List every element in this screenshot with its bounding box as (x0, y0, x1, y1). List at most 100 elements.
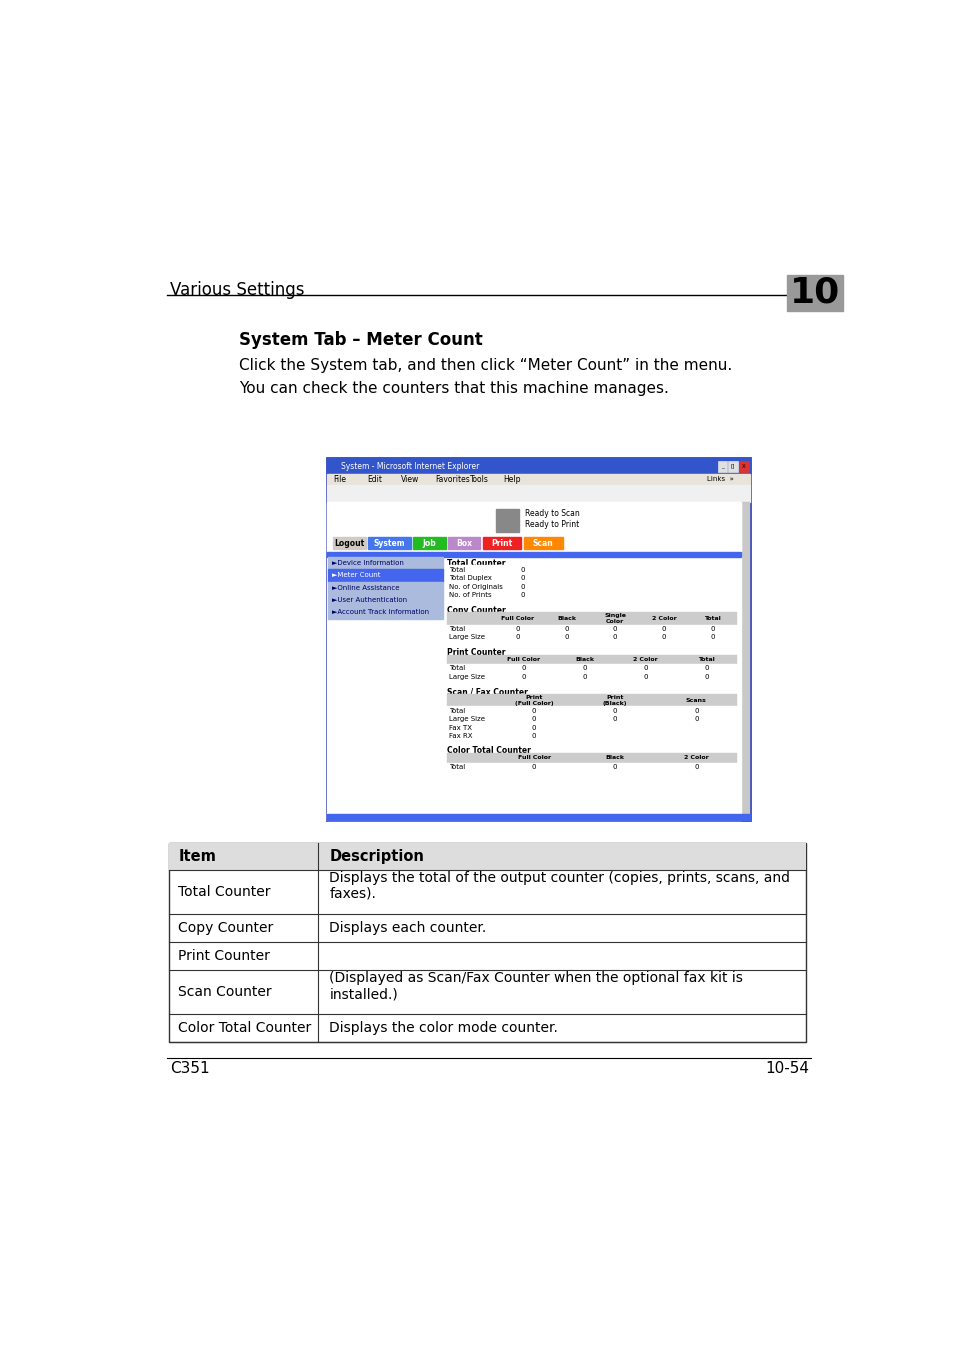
Text: Color Total Counter: Color Total Counter (178, 1021, 311, 1035)
Text: 0: 0 (710, 634, 714, 640)
Text: 0: 0 (519, 567, 524, 572)
Text: Large Size: Large Size (449, 674, 485, 680)
Bar (413, 537, 445, 549)
Text: 2 Color: 2 Color (683, 756, 708, 760)
Text: Scan: Scan (532, 539, 553, 548)
Bar (447, 591, 736, 599)
Text: Edit: Edit (367, 475, 382, 483)
Text: Job: Job (422, 539, 436, 548)
Text: ►Account Track Information: ►Account Track Information (332, 609, 428, 616)
Text: 2 Color: 2 Color (651, 616, 676, 621)
Text: Total: Total (449, 666, 465, 671)
Text: ►User Authentication: ►User Authentication (332, 597, 406, 603)
Bar (327, 536, 740, 551)
Text: Total: Total (449, 567, 465, 572)
Bar (327, 459, 749, 474)
Text: ►Meter Count: ►Meter Count (332, 572, 379, 579)
Bar (327, 474, 749, 485)
Text: 0: 0 (661, 634, 665, 640)
Bar (328, 558, 443, 570)
Text: Black: Black (557, 616, 576, 621)
Bar (447, 655, 736, 664)
Text: 0: 0 (532, 764, 536, 769)
Text: Black: Black (575, 657, 594, 661)
Text: 0: 0 (521, 666, 526, 671)
Text: File: File (333, 475, 346, 483)
Bar (333, 537, 365, 549)
Text: ►Device Information: ►Device Information (332, 560, 403, 566)
Text: System - Microsoft Internet Explorer: System - Microsoft Internet Explorer (340, 462, 478, 471)
Text: X: X (741, 463, 745, 468)
Text: 10: 10 (789, 275, 840, 310)
Bar (447, 724, 574, 732)
Text: 10-54: 10-54 (764, 1061, 808, 1076)
Text: Print: Print (491, 539, 512, 548)
Text: View: View (401, 475, 419, 483)
Text: Logout: Logout (334, 539, 364, 548)
Bar (327, 459, 749, 821)
Text: Fax TX: Fax TX (449, 725, 472, 730)
Text: 0: 0 (532, 733, 536, 738)
Bar (327, 552, 740, 558)
Text: Description: Description (329, 849, 424, 864)
Bar (328, 606, 443, 618)
Bar (728, 460, 737, 471)
Text: 0: 0 (516, 626, 519, 632)
Text: Full Color: Full Color (501, 616, 534, 621)
Bar (447, 537, 480, 549)
Text: Large Size: Large Size (449, 634, 485, 640)
Text: 0: 0 (613, 764, 617, 769)
Text: 0: 0 (703, 674, 708, 680)
Text: 0: 0 (519, 593, 524, 598)
Text: _: _ (720, 463, 722, 468)
Text: (Displayed as Scan/Fax Counter when the optional fax kit is
installed.): (Displayed as Scan/Fax Counter when the … (329, 971, 742, 1000)
Text: 0: 0 (532, 716, 536, 722)
Bar (328, 582, 443, 594)
Text: Scan Counter: Scan Counter (178, 986, 272, 999)
Bar (739, 460, 748, 471)
Bar (447, 574, 736, 582)
Text: Ready to Print: Ready to Print (524, 520, 578, 529)
Text: ►Online Assistance: ►Online Assistance (332, 585, 398, 591)
Text: System: System (374, 539, 405, 548)
Bar (496, 509, 518, 532)
Text: 0: 0 (703, 666, 708, 671)
Text: Click the System tab, and then click “Meter Count” in the menu.: Click the System tab, and then click “Me… (239, 358, 732, 374)
Text: 0: 0 (694, 716, 698, 722)
Text: C351: C351 (171, 1061, 210, 1076)
Text: []: [] (730, 463, 735, 468)
Bar (368, 537, 410, 549)
Text: 0: 0 (516, 634, 519, 640)
Bar (447, 716, 736, 724)
Text: Full Color: Full Color (507, 657, 540, 661)
Text: Total: Total (449, 764, 465, 769)
Text: 0: 0 (613, 626, 617, 632)
Text: Ready to Scan: Ready to Scan (524, 509, 578, 517)
Text: Scans: Scans (685, 698, 706, 703)
Bar (447, 625, 736, 633)
Text: Scan / Fax Counter: Scan / Fax Counter (447, 687, 527, 697)
Bar (169, 844, 805, 1042)
Bar (447, 633, 736, 641)
Bar (447, 694, 736, 706)
Bar (447, 732, 574, 740)
Bar (327, 485, 749, 502)
Text: Total Counter: Total Counter (178, 886, 271, 899)
Text: System Tab – Meter Count: System Tab – Meter Count (239, 331, 482, 350)
Bar (447, 706, 736, 716)
Text: Copy Counter: Copy Counter (447, 606, 505, 614)
Text: 0: 0 (642, 674, 647, 680)
Text: Help: Help (503, 475, 520, 483)
Text: Displays each counter.: Displays each counter. (329, 921, 486, 936)
Text: Links  »: Links » (707, 477, 734, 482)
Text: 0: 0 (519, 575, 524, 582)
Text: Various Settings: Various Settings (171, 281, 305, 300)
Text: 0: 0 (694, 764, 698, 769)
Text: Tools: Tools (469, 475, 488, 483)
Bar (523, 537, 562, 549)
Text: 0: 0 (564, 626, 568, 632)
Bar (327, 502, 740, 536)
Text: No. of Originals: No. of Originals (449, 583, 503, 590)
Bar (740, 502, 749, 821)
Bar (447, 672, 736, 680)
